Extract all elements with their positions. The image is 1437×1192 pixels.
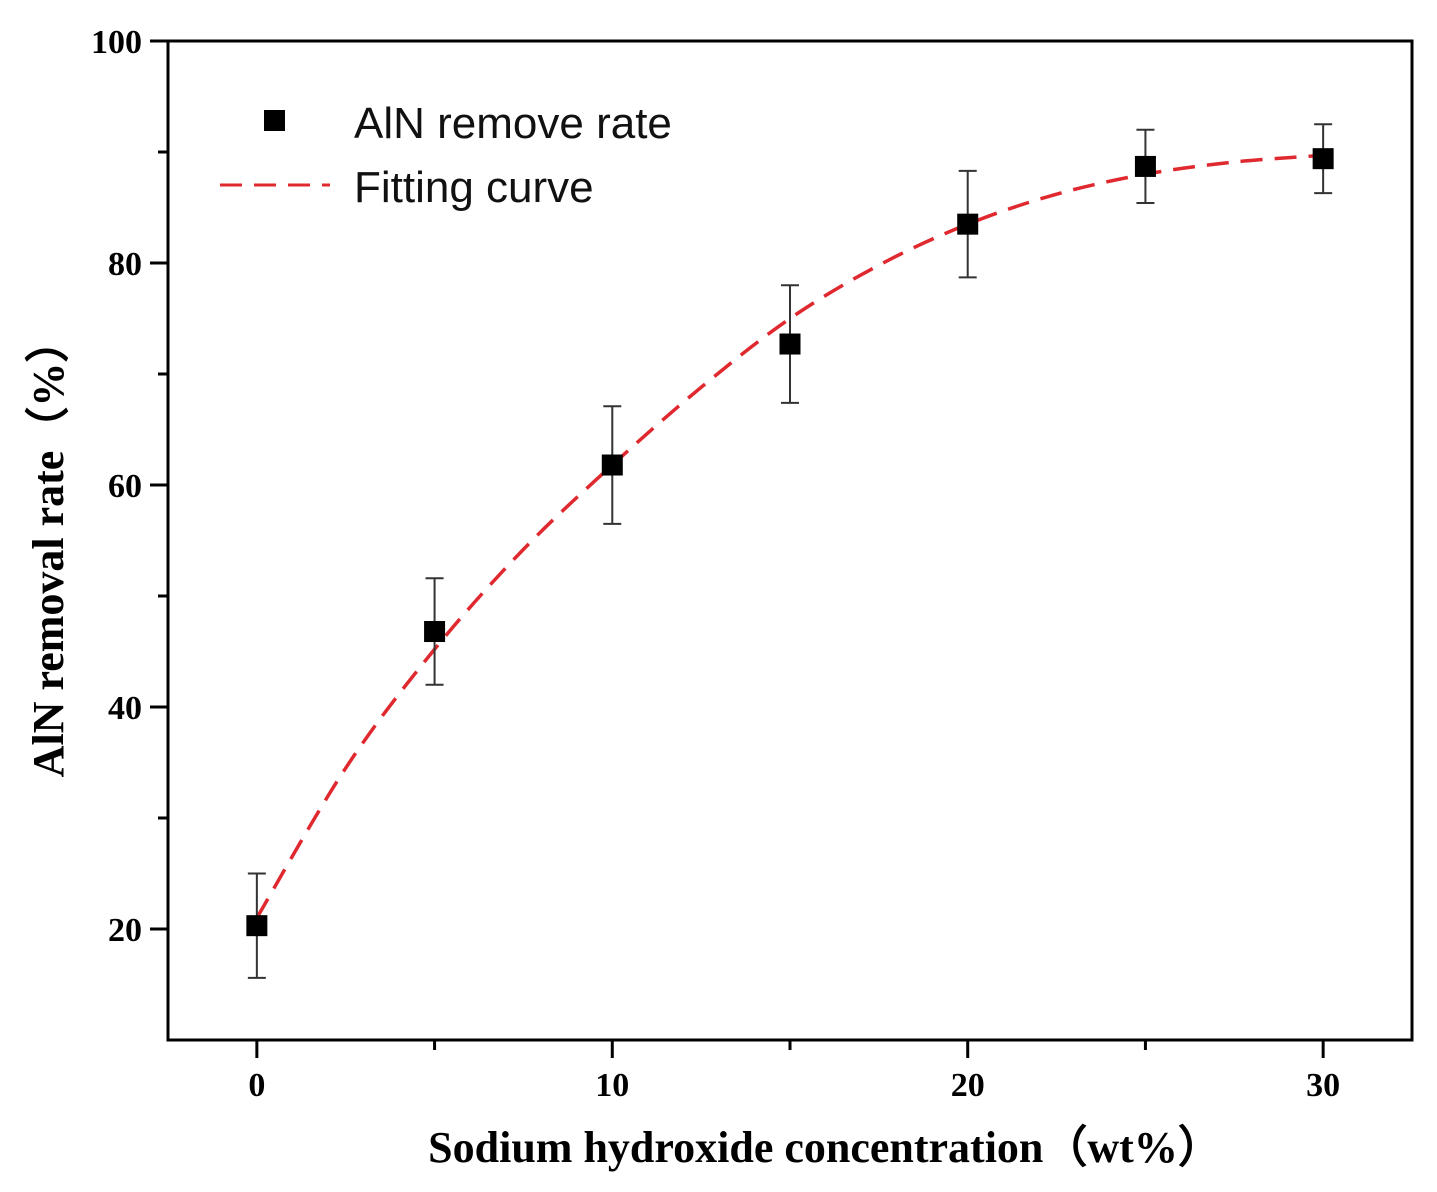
data-point [424, 621, 445, 642]
data-point [780, 334, 801, 355]
data-points-layer [246, 124, 1333, 978]
legend: AlN remove rate Fitting curve [220, 99, 672, 212]
y-tick-label: 80 [108, 246, 142, 283]
data-point [246, 915, 267, 936]
y-tick-label: 60 [108, 468, 142, 505]
data-point [957, 214, 978, 235]
x-tick-label: 30 [1306, 1067, 1340, 1104]
legend-label-fitting-curve: Fitting curve [354, 163, 594, 212]
legend-marker-square [264, 110, 285, 131]
data-point [1135, 156, 1156, 177]
y-tick-label: 40 [108, 690, 142, 727]
data-point [1313, 148, 1334, 169]
data-point [602, 455, 623, 476]
fitting-curve-layer [257, 155, 1323, 918]
chart: 0 10 20 30 20 40 60 80 100 AlN remove rate Fitti… [0, 0, 1437, 1192]
legend-label-aln-remove-rate: AlN remove rate [354, 99, 672, 148]
axis-ticks: 0 10 20 30 20 40 60 80 100 [91, 24, 1340, 1104]
x-tick-label: 10 [595, 1067, 629, 1104]
fitting-curve-line [257, 155, 1323, 918]
x-axis-title: Sodium hydroxide concentration（wt%） [428, 1123, 1222, 1172]
y-tick-label: 20 [108, 912, 142, 949]
y-tick-label: 100 [91, 24, 142, 61]
x-tick-label: 0 [248, 1067, 265, 1104]
x-tick-label: 20 [951, 1067, 985, 1104]
y-axis-title: AlN removal rate（%） [24, 319, 73, 778]
